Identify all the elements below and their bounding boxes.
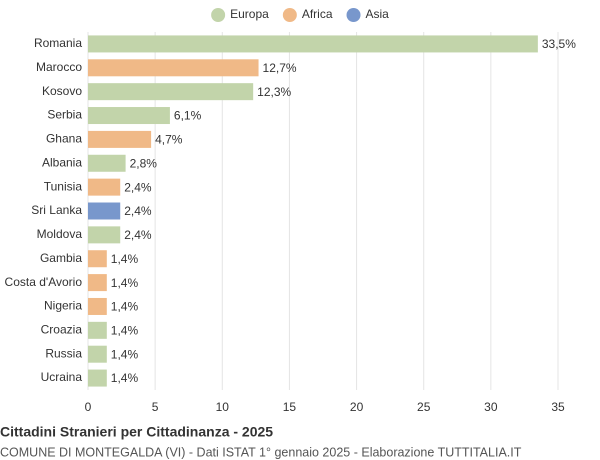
y-tick-label: Gambia xyxy=(40,251,82,265)
bar xyxy=(88,35,538,53)
x-tick-label: 5 xyxy=(152,400,159,414)
data-label: 1,4% xyxy=(111,300,139,314)
x-tick-label: 0 xyxy=(85,400,92,414)
x-tick-label: 20 xyxy=(350,400,364,414)
bar xyxy=(88,178,121,196)
data-label: 1,4% xyxy=(111,347,139,361)
legend-label: Europa xyxy=(230,7,269,21)
y-tick-label: Nigeria xyxy=(44,299,82,313)
y-tick-label: Ucraina xyxy=(41,370,83,384)
legend-marker xyxy=(282,8,297,22)
data-label: 4,7% xyxy=(155,133,183,147)
bar xyxy=(88,83,254,101)
data-label: 6,1% xyxy=(174,109,202,123)
y-tick-label: Moldova xyxy=(37,227,83,241)
y-tick-label: Ghana xyxy=(46,132,82,146)
data-label: 33,5% xyxy=(542,37,576,51)
bar xyxy=(88,130,152,148)
y-tick-label: Albania xyxy=(42,155,82,169)
y-tick-label: Tunisia xyxy=(44,179,83,193)
bar xyxy=(88,107,170,125)
y-tick-label: Costa d'Avorio xyxy=(5,275,83,289)
x-tick-label: 10 xyxy=(216,400,230,414)
bar xyxy=(88,369,107,387)
data-label: 1,4% xyxy=(111,276,139,290)
data-label: 1,4% xyxy=(111,324,139,338)
bar xyxy=(88,154,126,172)
y-tick-label: Russia xyxy=(45,346,82,360)
data-label: 1,4% xyxy=(111,371,139,385)
bar xyxy=(88,274,107,292)
x-tick-label: 35 xyxy=(551,400,565,414)
y-tick-label: Croazia xyxy=(41,323,83,337)
y-tick-label: Romania xyxy=(34,36,82,50)
data-label: 2,8% xyxy=(130,156,158,170)
bar xyxy=(88,59,259,77)
chart-title: Cittadini Stranieri per Cittadinanza - 2… xyxy=(0,424,273,440)
bar xyxy=(88,345,107,363)
bar xyxy=(88,202,121,220)
bar xyxy=(88,321,107,339)
legend-marker xyxy=(346,8,361,22)
data-label: 2,4% xyxy=(124,204,152,218)
x-tick-label: 15 xyxy=(283,400,297,414)
y-tick-label: Sri Lanka xyxy=(31,203,82,217)
data-label: 2,4% xyxy=(124,180,152,194)
bar xyxy=(88,250,107,268)
chart-subtitle: COMUNE DI MONTEGALDA (VI) - Dati ISTAT 1… xyxy=(0,445,522,459)
legend-label: Asia xyxy=(366,7,390,21)
y-tick-label: Marocco xyxy=(36,60,82,74)
data-label: 2,4% xyxy=(124,228,152,242)
y-tick-label: Kosovo xyxy=(42,84,82,98)
x-tick-label: 30 xyxy=(484,400,498,414)
x-tick-label: 25 xyxy=(417,400,431,414)
data-label: 12,3% xyxy=(257,85,291,99)
bar xyxy=(88,226,121,244)
bar xyxy=(88,297,107,315)
y-tick-label: Serbia xyxy=(47,108,82,122)
data-label: 1,4% xyxy=(111,252,139,266)
data-label: 12,7% xyxy=(263,61,297,75)
legend-label: Africa xyxy=(302,7,333,21)
legend-marker xyxy=(211,8,226,22)
